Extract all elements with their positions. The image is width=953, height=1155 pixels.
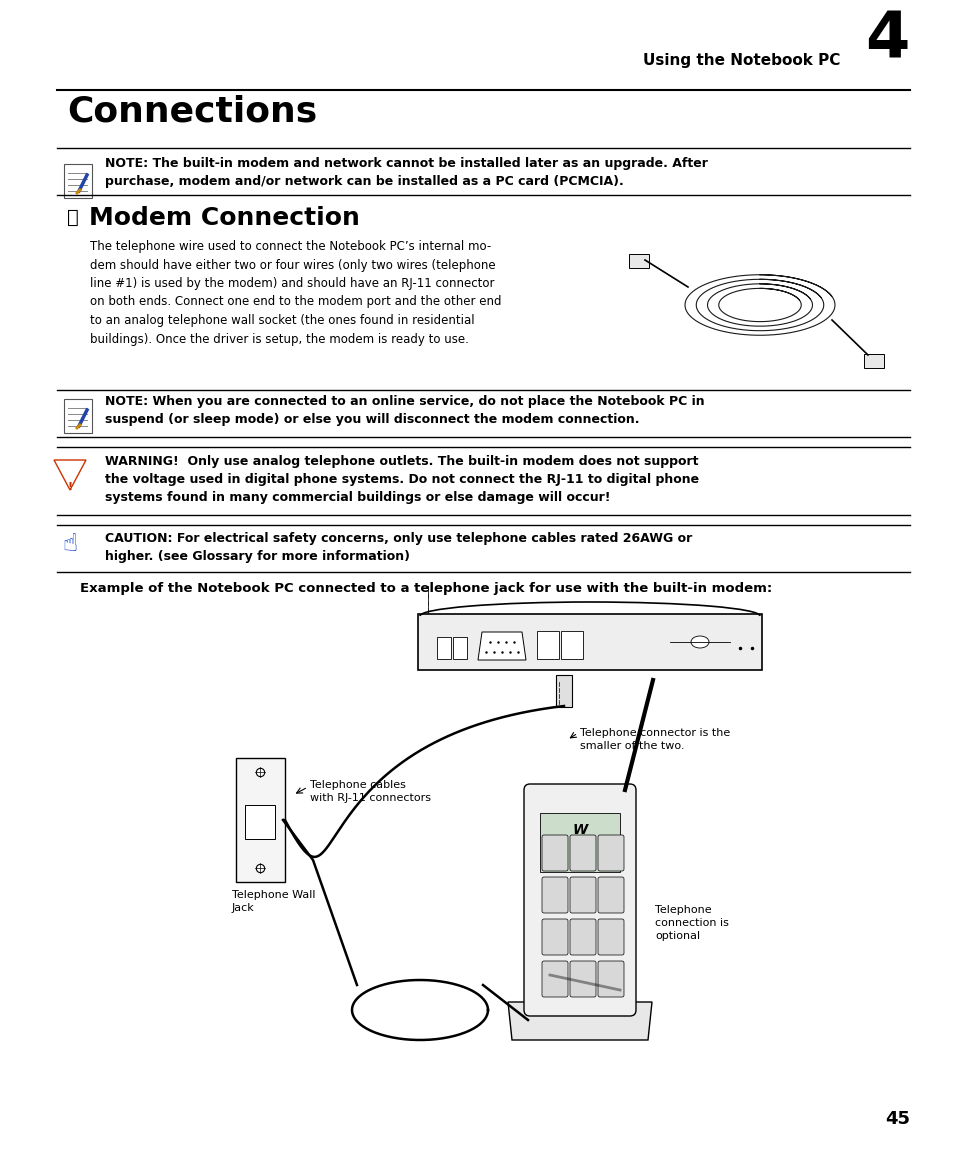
Text: The telephone wire used to connect the Notebook PC’s internal mo-
dem should hav: The telephone wire used to connect the N… [90, 240, 501, 345]
FancyBboxPatch shape [598, 877, 623, 912]
FancyBboxPatch shape [560, 631, 582, 660]
Text: Connections: Connections [67, 95, 317, 129]
Polygon shape [477, 632, 525, 660]
FancyBboxPatch shape [569, 919, 596, 955]
Text: Telephone
connection is
optional: Telephone connection is optional [655, 906, 728, 941]
Text: Telephone cables
with RJ-11 connectors: Telephone cables with RJ-11 connectors [310, 780, 431, 803]
FancyBboxPatch shape [245, 805, 274, 839]
Text: W: W [572, 824, 587, 837]
Text: CAUTION: For electrical safety concerns, only use telephone cables rated 26AWG o: CAUTION: For electrical safety concerns,… [105, 532, 692, 562]
FancyBboxPatch shape [235, 758, 285, 882]
Text: Modem Connection: Modem Connection [89, 206, 359, 230]
FancyBboxPatch shape [541, 835, 567, 871]
Polygon shape [507, 1003, 651, 1040]
Text: Example of the Notebook PC connected to a telephone jack for use with the built-: Example of the Notebook PC connected to … [80, 582, 771, 595]
FancyBboxPatch shape [537, 631, 558, 660]
FancyBboxPatch shape [628, 254, 648, 268]
Ellipse shape [690, 636, 708, 648]
Text: 45: 45 [884, 1110, 909, 1128]
FancyBboxPatch shape [541, 961, 567, 997]
FancyBboxPatch shape [541, 919, 567, 955]
Text: 4: 4 [864, 10, 909, 72]
FancyBboxPatch shape [569, 835, 596, 871]
Text: WARNING!  Only use analog telephone outlets. The built-in modem does not support: WARNING! Only use analog telephone outle… [105, 455, 699, 504]
Text: Telephone Wall
Jack: Telephone Wall Jack [232, 891, 315, 914]
FancyBboxPatch shape [539, 813, 619, 872]
Text: Using the Notebook PC: Using the Notebook PC [642, 53, 840, 68]
FancyBboxPatch shape [523, 784, 636, 1016]
FancyBboxPatch shape [598, 835, 623, 871]
FancyBboxPatch shape [569, 877, 596, 912]
Text: ☝: ☝ [62, 532, 77, 556]
FancyBboxPatch shape [64, 164, 91, 198]
FancyBboxPatch shape [556, 675, 572, 707]
Text: !: ! [68, 482, 72, 492]
FancyBboxPatch shape [436, 638, 451, 660]
FancyBboxPatch shape [64, 398, 91, 433]
Polygon shape [54, 460, 86, 490]
FancyBboxPatch shape [598, 961, 623, 997]
Text: NOTE: The built-in modem and network cannot be installed later as an upgrade. Af: NOTE: The built-in modem and network can… [105, 157, 707, 188]
FancyBboxPatch shape [541, 877, 567, 912]
FancyBboxPatch shape [453, 638, 467, 660]
Text: ⎕: ⎕ [67, 208, 79, 228]
FancyBboxPatch shape [417, 614, 761, 670]
Text: NOTE: When you are connected to an online service, do not place the Notebook PC : NOTE: When you are connected to an onlin… [105, 395, 704, 426]
FancyBboxPatch shape [598, 919, 623, 955]
FancyBboxPatch shape [863, 353, 883, 368]
Text: Telephone connector is the
smaller of the two.: Telephone connector is the smaller of th… [579, 728, 729, 751]
FancyBboxPatch shape [569, 961, 596, 997]
